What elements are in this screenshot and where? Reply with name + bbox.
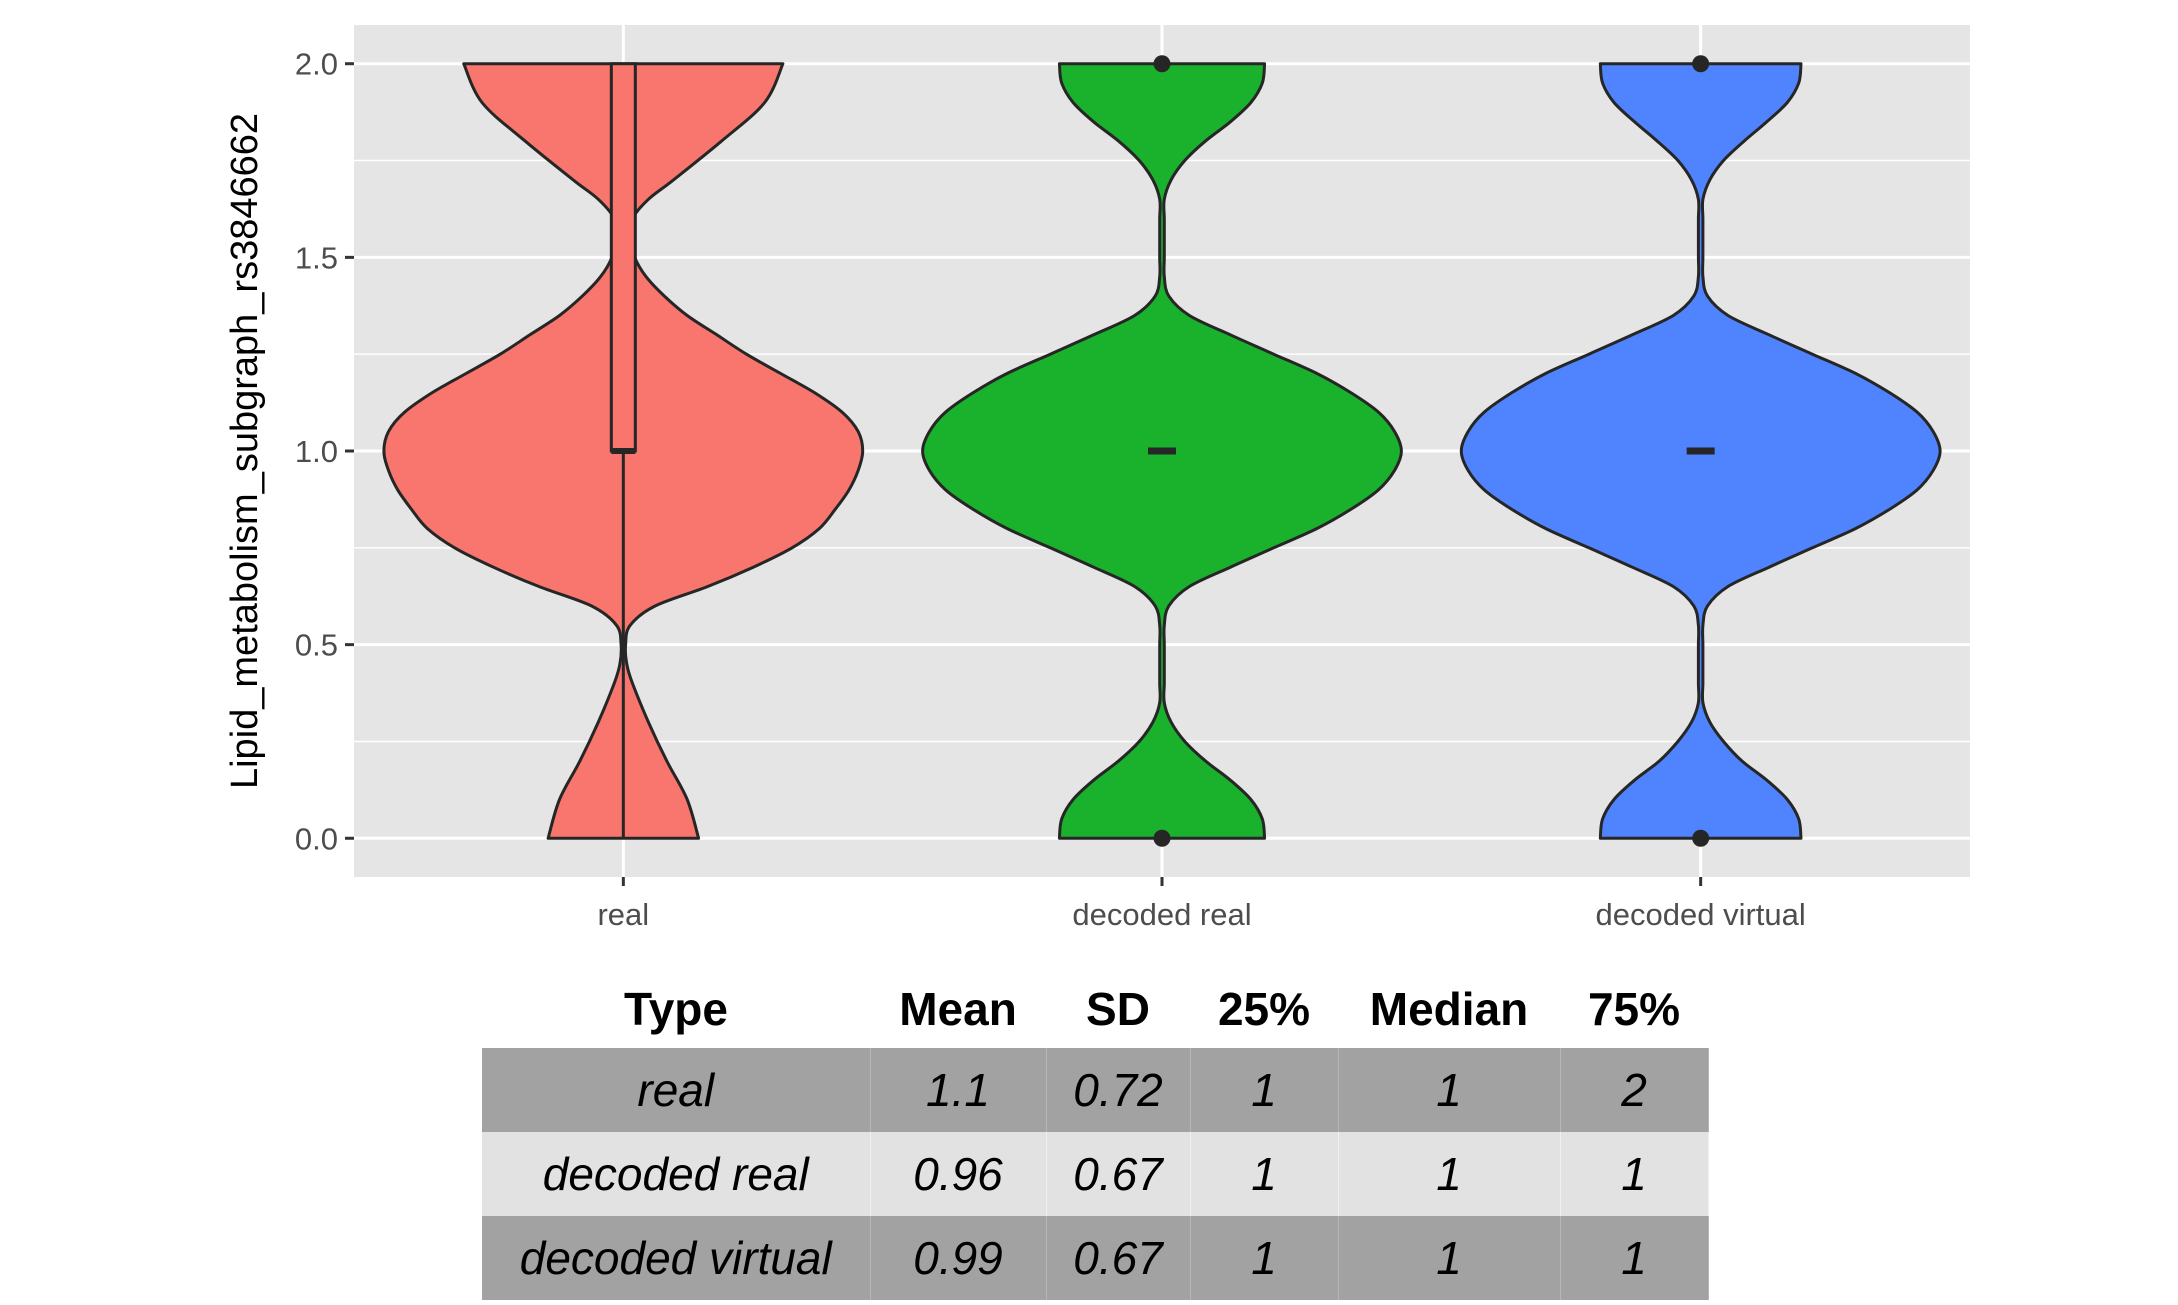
y-tick-label: 0.0 [295,821,338,856]
outlier-point [1153,55,1171,73]
x-tick-label: decoded virtual [1596,897,1806,932]
outlier-point [1153,829,1171,847]
axes: 0.0 0.5 1.0 1.5 2.0 real decoded real decoded v… [295,47,1806,932]
cell-median: 1 [1338,1048,1561,1132]
cell-q25: 1 [1190,1048,1339,1132]
cell-q25: 1 [1190,1132,1339,1216]
cell-q75: 2 [1560,1048,1709,1132]
cell-median: 1 [1338,1216,1561,1300]
header-mean: Mean [899,983,1017,1035]
cell-q75: 1 [1560,1132,1709,1216]
cell-sd: 0.67 [1046,1132,1191,1216]
cell-sd: 0.67 [1046,1216,1191,1300]
box-iqr [609,62,637,453]
outlier-point [1692,829,1710,847]
header-median: Median [1369,983,1529,1035]
header-q25: 25% [1217,983,1311,1035]
header-q75: 75% [1587,983,1681,1035]
y-tick-label: 1.5 [295,240,338,275]
cell-q25: 1 [1190,1216,1339,1300]
cell-mean: 0.96 [870,1132,1047,1216]
cell-mean: 1.1 [870,1048,1047,1132]
table-row: decoded real 0.96 0.67 1 1 1 [482,1132,1709,1216]
table-header-row: Type Mean SD 25% Median 75% [482,970,1708,1048]
y-axis-title: Lipid_metabolism_subgraph_rs3846662 [224,113,266,789]
cell-median: 1 [1338,1132,1561,1216]
x-tick-label: real [597,897,649,932]
summary-table: Type Mean SD 25% Median 75% real 1.1 0.7… [482,970,1709,1300]
header-type: Type [624,983,728,1035]
x-tick-label: decoded real [1072,897,1251,932]
cell-type: real [482,1048,871,1132]
table-row: real 1.1 0.72 1 1 2 [482,1048,1709,1132]
cell-type: decoded virtual [482,1216,871,1300]
cell-q75: 1 [1560,1216,1709,1300]
boxplots [609,62,1715,839]
y-tick-label: 0.5 [295,628,338,663]
cell-mean: 0.99 [870,1216,1047,1300]
outlier-points [1153,55,1710,847]
y-tick-label: 1.0 [295,434,338,469]
table-row: decoded virtual 0.99 0.67 1 1 1 [482,1216,1709,1300]
cell-type: decoded real [482,1132,871,1216]
y-tick-label: 2.0 [295,47,338,82]
header-sd: SD [1086,983,1150,1035]
cell-sd: 0.72 [1046,1048,1191,1132]
outlier-point [1692,55,1710,73]
